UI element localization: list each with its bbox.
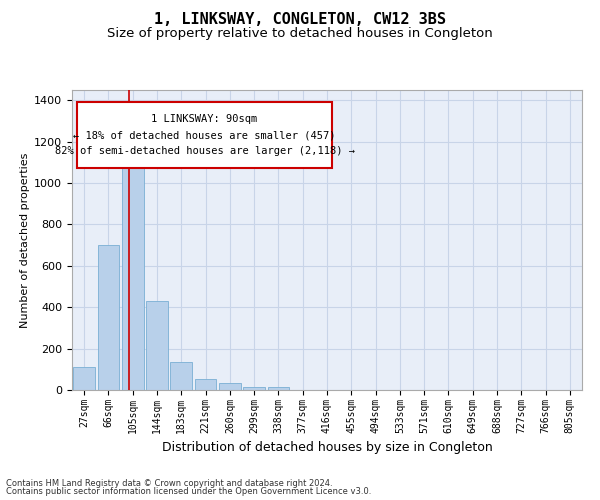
Text: 1, LINKSWAY, CONGLETON, CW12 3BS: 1, LINKSWAY, CONGLETON, CW12 3BS: [154, 12, 446, 28]
Y-axis label: Number of detached properties: Number of detached properties: [20, 152, 30, 328]
Text: Size of property relative to detached houses in Congleton: Size of property relative to detached ho…: [107, 28, 493, 40]
Bar: [243, 386, 265, 390]
Bar: [219, 384, 241, 390]
Bar: [170, 362, 192, 390]
Text: Contains public sector information licensed under the Open Government Licence v3: Contains public sector information licen…: [6, 488, 371, 496]
Bar: [268, 388, 289, 390]
X-axis label: Distribution of detached houses by size in Congleton: Distribution of detached houses by size …: [161, 441, 493, 454]
Bar: [194, 379, 217, 390]
Bar: [122, 158, 143, 390]
Text: Contains HM Land Registry data © Crown copyright and database right 2024.: Contains HM Land Registry data © Crown c…: [6, 478, 332, 488]
FancyBboxPatch shape: [77, 102, 332, 168]
Text: 1 LINKSWAY: 90sqm
← 18% of detached houses are smaller (457)
82% of semi-detache: 1 LINKSWAY: 90sqm ← 18% of detached hous…: [55, 114, 355, 156]
Bar: [97, 245, 119, 390]
Bar: [73, 367, 95, 390]
Bar: [146, 301, 168, 390]
